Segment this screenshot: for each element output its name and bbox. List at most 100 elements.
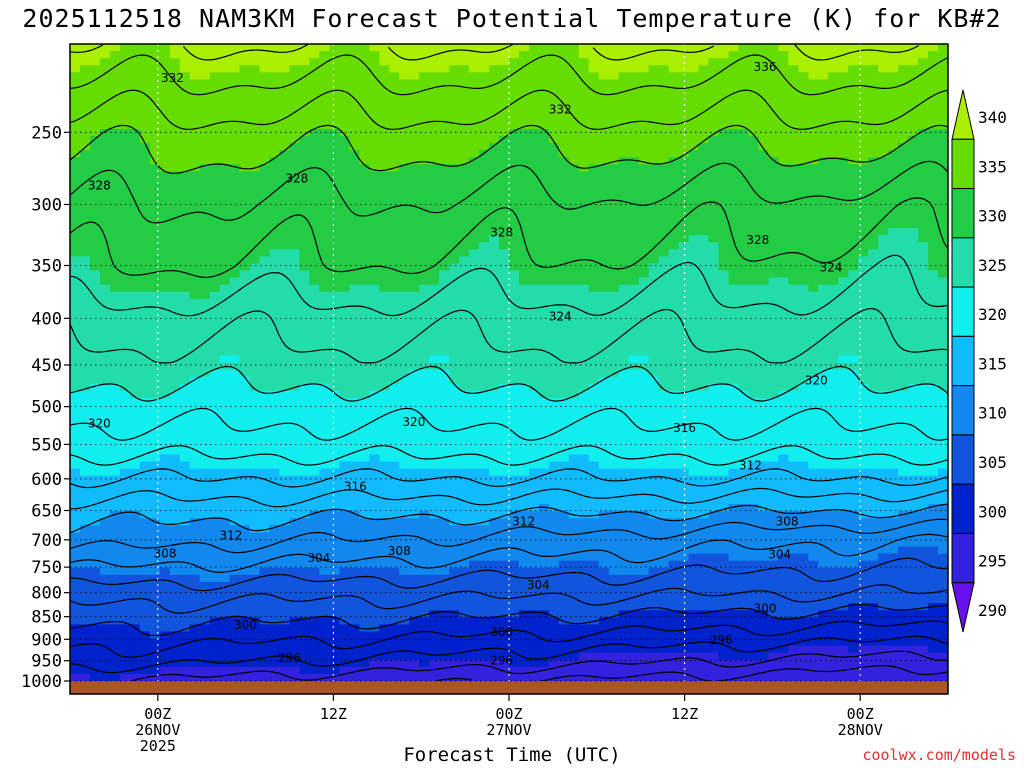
field-cell [219, 348, 231, 357]
field-cell [409, 114, 420, 123]
field-cell [379, 560, 390, 569]
field-cell [379, 666, 390, 675]
field-cell [419, 588, 430, 597]
field-cell [518, 638, 530, 647]
field-cell [509, 539, 520, 548]
field-cell [499, 560, 510, 569]
field-cell [239, 65, 251, 73]
field-cell [499, 596, 510, 604]
field-cell [588, 348, 600, 357]
field-cell [349, 334, 360, 342]
field-cell [319, 100, 331, 109]
field-cell [429, 284, 440, 293]
field-cell [449, 334, 460, 342]
field-cell [259, 426, 271, 434]
field-cell [219, 433, 231, 441]
field-cell [489, 603, 500, 611]
field-cell [528, 291, 540, 300]
field-cell [379, 348, 390, 357]
field-cell [598, 86, 610, 95]
field-cell [229, 270, 241, 279]
field-cell [89, 539, 101, 548]
field-cell [259, 136, 271, 144]
field-cell [469, 673, 480, 681]
field-cell [79, 44, 91, 52]
field-cell [538, 567, 550, 576]
field-cell [528, 249, 540, 257]
field-cell [499, 603, 510, 611]
field-cell [558, 518, 570, 526]
field-cell [419, 220, 430, 229]
field-cell [249, 150, 261, 158]
field-cell [409, 192, 420, 201]
field-cell [558, 263, 570, 272]
field-cell [79, 454, 91, 463]
field-cell [159, 482, 171, 491]
field-cell [99, 185, 111, 194]
field-cell [209, 58, 221, 66]
field-cell [199, 185, 211, 194]
field-cell [538, 468, 550, 477]
field-cell [548, 447, 560, 456]
field-cell [538, 192, 550, 201]
field-cell [389, 312, 400, 321]
field-cell [159, 504, 171, 512]
field-cell [159, 327, 171, 335]
field-cell [239, 390, 251, 399]
field-cell [449, 475, 460, 484]
field-cell [548, 298, 560, 307]
field-cell [538, 298, 550, 307]
field-cell [189, 355, 201, 364]
field-cell [409, 320, 420, 328]
field-cell [608, 235, 620, 243]
field-cell [339, 560, 350, 569]
field-cell [359, 128, 370, 137]
field-cell [548, 412, 560, 420]
field-cell [299, 617, 311, 625]
field-cell [489, 588, 500, 597]
field-cell [588, 539, 600, 548]
field-cell [379, 574, 390, 583]
field-cell [369, 220, 380, 229]
field-cell [209, 581, 221, 590]
field-cell [70, 86, 81, 95]
field-cell [439, 157, 450, 165]
field-cell [299, 603, 311, 611]
field-cell [249, 121, 261, 130]
field-cell [139, 93, 151, 102]
field-cell [89, 242, 101, 250]
field-cell [359, 673, 370, 681]
field-cell [548, 65, 560, 73]
field-cell [109, 390, 121, 399]
field-cell [399, 610, 410, 618]
field-cell [179, 397, 191, 406]
field-cell [608, 93, 620, 102]
field-cell [159, 496, 171, 505]
field-cell [608, 114, 620, 123]
field-cell [479, 249, 490, 257]
field-cell [409, 553, 420, 562]
field-cell [499, 454, 510, 463]
field-cell [329, 412, 340, 420]
field-cell [149, 121, 161, 130]
field-cell [99, 468, 111, 477]
field-cell [169, 362, 181, 371]
field-cell [499, 567, 510, 576]
field-cell [159, 631, 171, 640]
field-cell [399, 185, 410, 194]
field-cell [79, 249, 91, 257]
field-cell [419, 249, 430, 257]
field-cell [389, 213, 400, 222]
field-cell [70, 164, 81, 172]
field-cell [489, 673, 500, 681]
field-cell [349, 128, 360, 137]
field-cell [299, 355, 311, 364]
field-cell [229, 390, 241, 399]
field-cell [339, 390, 350, 399]
field-cell [548, 610, 560, 618]
field-cell [119, 58, 131, 66]
field-cell [439, 192, 450, 201]
field-cell [239, 511, 251, 519]
field-cell [279, 468, 291, 477]
